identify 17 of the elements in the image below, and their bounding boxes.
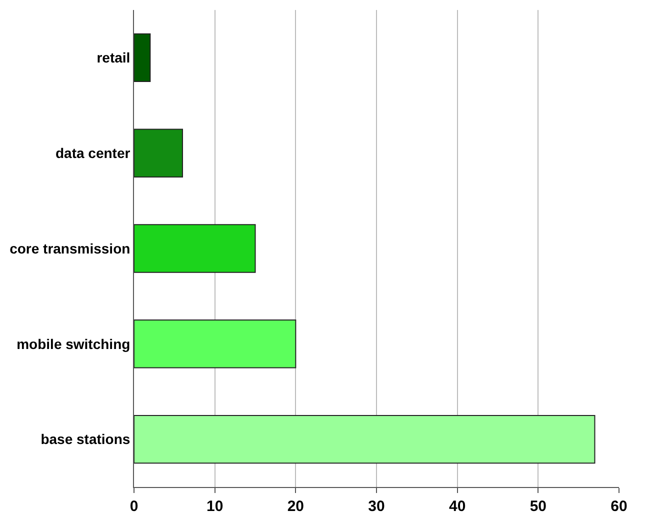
x-tick-label: 30	[368, 498, 385, 515]
x-tick-label: 60	[610, 498, 628, 515]
x-tick-label: 40	[448, 498, 466, 515]
y-tick-label: base stations	[40, 431, 130, 448]
bar	[134, 33, 151, 82]
x-tick-label: 10	[206, 498, 224, 515]
bar	[134, 224, 256, 273]
y-tick-label: retail	[96, 50, 130, 66]
x-tick-label: 20	[287, 498, 304, 515]
x-tick-label: 0	[130, 498, 138, 515]
y-tick-label: mobile switching	[16, 336, 130, 352]
bar	[134, 414, 596, 464]
x-tick-label: 50	[530, 498, 547, 515]
bar	[134, 320, 296, 368]
bar	[134, 128, 183, 178]
y-tick-label: core transmission	[10, 240, 130, 256]
y-tick-label: data center	[55, 145, 131, 161]
